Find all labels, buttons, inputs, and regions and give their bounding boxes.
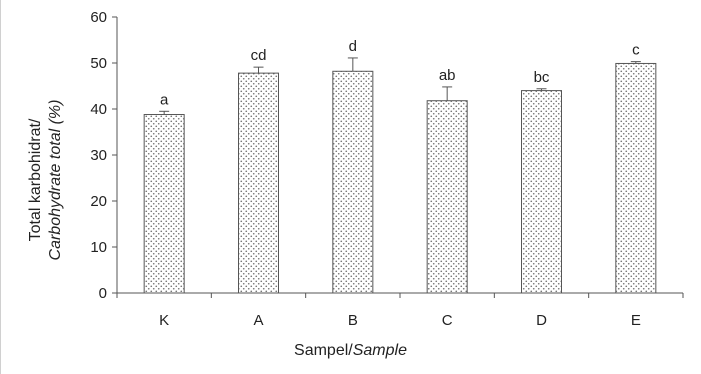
y-axis-title-line2: Carbohydrate total (%) [47, 99, 64, 261]
bar-D [521, 90, 562, 294]
x-axis-title: Sampel/Sample [0, 342, 701, 360]
bar-K [143, 114, 185, 294]
x-tick-label: E [631, 312, 641, 329]
y-tick-label: 30 [90, 147, 107, 164]
y-tick-label: 40 [90, 101, 107, 118]
bar-E [615, 62, 657, 294]
x-axis-title-main: Sampel/ [294, 342, 353, 359]
bar-C [426, 100, 468, 294]
significance-label: c [632, 42, 640, 59]
significance-label: a [160, 91, 169, 108]
y-tick-label: 50 [90, 55, 107, 72]
y-tick-label: 20 [90, 193, 107, 210]
y-tick-label: 0 [99, 285, 107, 302]
x-tick-label: A [253, 312, 263, 329]
significance-label: ab [439, 67, 456, 84]
y-axis-title-line1: Total karbohidrat/ [27, 118, 44, 242]
y-tick-label: 60 [90, 9, 107, 26]
x-tick-label: D [536, 312, 547, 329]
left-frame-edge [0, 0, 1, 374]
significance-label: d [349, 38, 357, 55]
bars: a cd d ab bc c [143, 38, 657, 294]
x-tick-label: K [159, 312, 169, 329]
x-tick-label: C [442, 312, 453, 329]
bar-B [332, 70, 374, 294]
significance-label: bc [534, 69, 550, 86]
significance-label: cd [251, 47, 267, 64]
bar-A [238, 72, 279, 294]
y-axis: 0 10 20 30 40 50 60 [90, 9, 118, 302]
x-tick-label: B [348, 312, 358, 329]
x-axis-title-italic: Sample [352, 342, 407, 359]
y-tick-label: 10 [90, 239, 107, 256]
